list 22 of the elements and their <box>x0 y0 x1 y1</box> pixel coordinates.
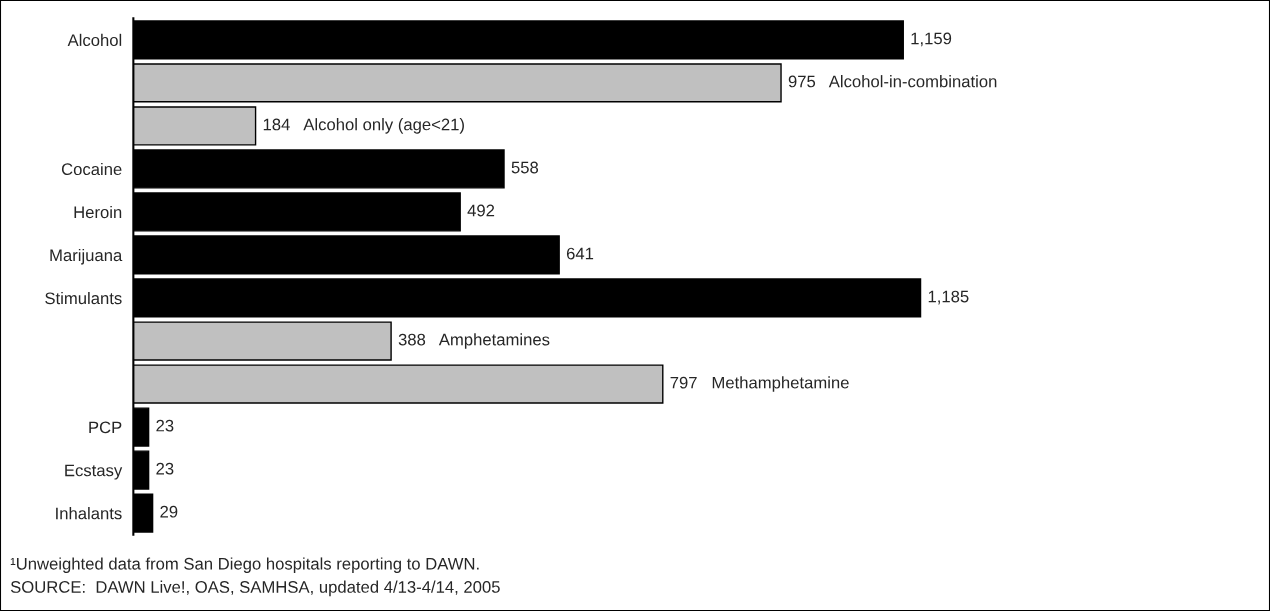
data-label: 492 <box>467 204 495 217</box>
data-label: 797 Methamphetamine <box>670 376 849 392</box>
data-label: 558 <box>511 161 539 174</box>
data-label: 388 Amphetamines <box>398 333 550 349</box>
text: ¹Unweighted data from San Diego hospitals reporting to DAWN. <box>10 557 479 573</box>
y-tick-label: Heroin <box>74 205 122 219</box>
source-note: SOURCE: DAWN Live!, OAS, SAMHSA, updated 4/13-4/14, 2005 <box>10 580 500 597</box>
y-tick-label: PCP <box>89 421 122 434</box>
y-tick-label: Ecstasy <box>65 464 123 480</box>
y-tick-label: Inhalants <box>56 507 122 520</box>
y-tick-label: Cocaine <box>61 162 122 176</box>
data-label: 1,185 <box>928 290 969 305</box>
data-label: 184 Alcohol only (age<21) <box>263 118 464 134</box>
y-tick-label: Stimulants <box>45 291 122 305</box>
y-tick-label: Marijuana <box>50 248 123 265</box>
data-label: 29 <box>160 505 178 518</box>
data-label: 1,159 <box>911 32 952 47</box>
data-label: 23 <box>156 419 174 432</box>
y-tick-label: Alcohol <box>67 33 122 47</box>
data-label: 975 Alcohol-in-combination <box>788 75 997 88</box>
data-label: 23 <box>156 462 174 475</box>
data-label: 641 <box>566 247 594 260</box>
